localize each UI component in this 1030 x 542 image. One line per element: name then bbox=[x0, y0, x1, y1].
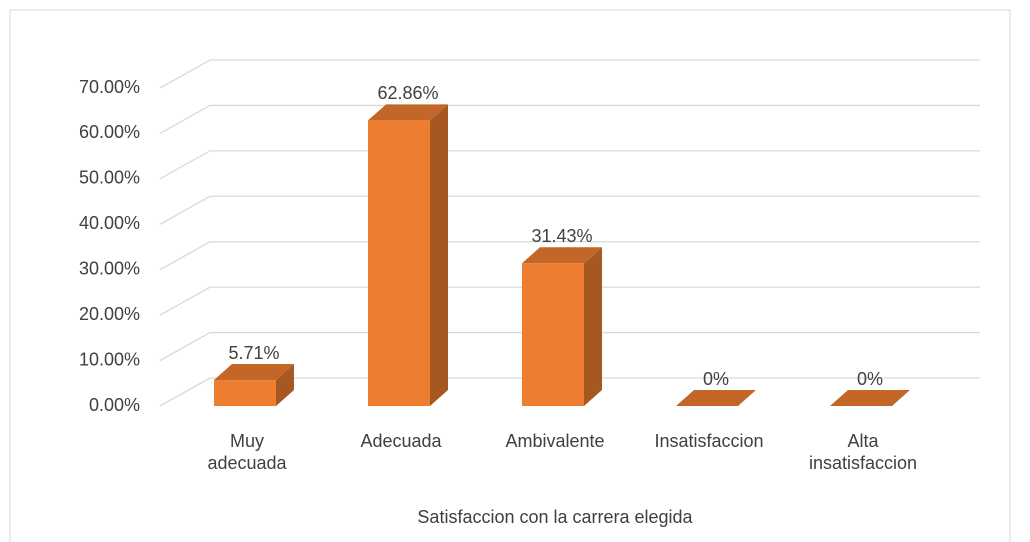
y-tick-label: 10.00% bbox=[79, 349, 140, 369]
bar-front bbox=[522, 263, 584, 406]
bar bbox=[676, 390, 756, 406]
data-label: 31.43% bbox=[531, 226, 592, 246]
grid-line bbox=[159, 241, 980, 271]
bar bbox=[522, 247, 602, 406]
bar-top bbox=[676, 390, 756, 406]
bar bbox=[830, 390, 910, 406]
x-tick-label: Adecuada bbox=[360, 431, 442, 451]
bar-front bbox=[368, 120, 430, 406]
grid-line bbox=[159, 59, 980, 89]
x-axis-title: Satisfaccion con la carrera elegida bbox=[417, 507, 693, 527]
x-tick-label: Muy adecuada bbox=[207, 431, 287, 473]
data-label: 5.71% bbox=[228, 343, 279, 363]
bar-side bbox=[276, 364, 294, 406]
chart-border bbox=[9, 9, 1011, 542]
data-label: 0% bbox=[857, 369, 883, 389]
data-label: 62.86% bbox=[377, 83, 438, 103]
y-tick-label: 30.00% bbox=[79, 258, 140, 278]
y-tick-label: 60.00% bbox=[79, 122, 140, 142]
grid-line bbox=[159, 150, 980, 180]
y-tick-label: 0.00% bbox=[89, 395, 140, 415]
y-tick-label: 40.00% bbox=[79, 213, 140, 233]
grid-line bbox=[159, 195, 980, 225]
x-tick-label: Insatisfaccion bbox=[654, 431, 764, 451]
bar bbox=[214, 364, 294, 406]
y-tick-label: 70.00% bbox=[79, 77, 140, 97]
grid-line bbox=[159, 104, 980, 134]
x-tick-label: Ambivalente bbox=[505, 431, 605, 451]
y-tick-label: 50.00% bbox=[79, 168, 140, 188]
grid-line bbox=[159, 331, 980, 362]
bar-top bbox=[830, 390, 910, 406]
x-tick-label: Alta insatisfaccion bbox=[808, 431, 918, 473]
y-tick-label: 20.00% bbox=[79, 304, 140, 324]
bar-side bbox=[584, 247, 602, 406]
grid-line bbox=[159, 286, 980, 316]
bar-front bbox=[214, 380, 276, 406]
bar-top bbox=[214, 364, 294, 381]
bar-top bbox=[368, 104, 448, 121]
bar-side bbox=[430, 104, 448, 406]
bar-top bbox=[522, 247, 602, 264]
data-label: 0% bbox=[703, 369, 729, 389]
grid-line bbox=[159, 377, 980, 407]
bar bbox=[368, 104, 448, 406]
